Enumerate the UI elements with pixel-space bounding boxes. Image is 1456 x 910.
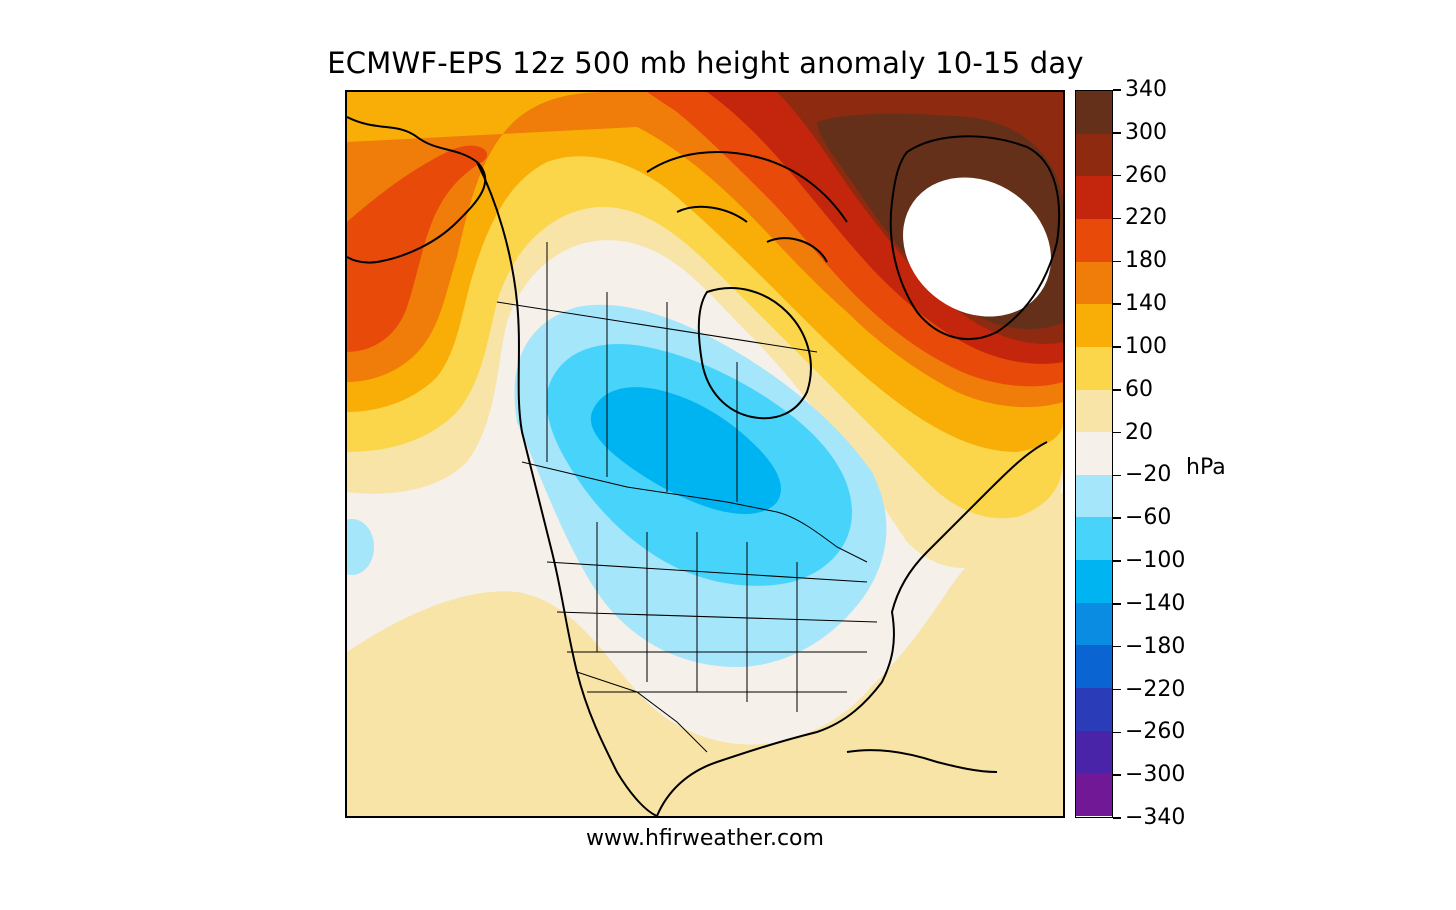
anomaly-band-neutral-gulf [647,662,887,745]
colorbar-tick-label: 20 [1125,419,1153,445]
colorbar-tick-label: −60 [1125,505,1172,531]
anomaly-band-20-60-south [347,492,1063,816]
colorbar-tick [1113,431,1121,434]
colorbar-unit: hPa [1186,455,1226,480]
colorbar-tick-label: 60 [1125,376,1153,402]
colorbar-tick-label: −100 [1125,548,1186,574]
greenland-coast [889,135,1061,341]
colorbar-tick-label: 300 [1125,119,1167,145]
colorbar-tick-label: −300 [1125,762,1186,788]
colorbar-tick [1113,303,1121,305]
anomaly-band-above-340 [903,177,1051,317]
colorbar-band [1076,688,1112,732]
colorbar-tick [1113,89,1121,91]
colorbar-band [1076,304,1112,348]
state-lines [546,522,878,712]
colorbar-tick [1113,560,1121,562]
colorbar-band [1076,560,1112,604]
pacific-coast [476,161,658,816]
arctic-islands [646,151,848,263]
colorbar-band [1076,602,1112,646]
anomaly-map-svg [347,92,1063,816]
colorbar-tick-label: 100 [1125,333,1167,359]
us-mexico-border [576,671,708,753]
colorbar-tick [1113,603,1121,605]
colorbar-band [1076,432,1112,476]
cuba [846,749,998,773]
province-lines [496,242,818,502]
us-canada-border [521,461,868,563]
coastlines [347,116,1061,816]
colorbar-tick-label: −20 [1125,462,1172,488]
colorbar-tick-label: −140 [1125,590,1186,616]
colorbar-tick-label: 140 [1125,291,1167,317]
colorbar-tick [1113,688,1121,691]
colorbar-band [1076,176,1112,220]
colorbar-band [1076,389,1112,433]
colorbar-band [1076,730,1112,774]
colorbar-tick [1113,731,1121,734]
colorbar-tick-label: −340 [1125,805,1186,830]
anomaly-band-neg-20-60-pacific [347,519,374,575]
colorbar-tick [1113,517,1121,519]
colorbar-band [1076,91,1112,135]
colorbar-tick-label: −220 [1125,676,1186,702]
colorbar-band [1076,645,1112,689]
colorbar-tick [1113,645,1121,648]
anomaly-map [345,90,1065,818]
colorbar-tick-label: −260 [1125,719,1186,745]
map-credit: www.hfirweather.com [586,826,824,851]
political-borders [496,242,878,753]
colorbar-tick [1113,817,1121,819]
colorbar-tick-label: 340 [1125,77,1167,102]
colorbar-tick-label: 260 [1125,162,1167,188]
colorbar-tick-label: 180 [1125,248,1167,274]
hudson-bay [697,287,812,420]
colorbar-tick [1113,774,1121,776]
colorbar-band [1076,474,1112,518]
colorbar-tick-label: −180 [1125,633,1186,659]
colorbar-tick [1113,389,1121,391]
colorbar-tick [1113,474,1121,477]
gulf-coast [656,441,1048,816]
colorbar-tick [1113,217,1121,220]
colorbar [1075,90,1113,818]
anomaly-band-neg-100-140 [590,387,781,514]
colorbar-band [1076,346,1112,391]
colorbar-band [1076,517,1112,561]
colorbar-tick [1113,260,1121,263]
colorbar-tick [1113,346,1121,348]
colorbar-tick [1113,132,1121,134]
colorbar-band [1076,133,1112,177]
colorbar-tick [1113,174,1121,177]
alaska-coast [347,116,487,264]
map-title: ECMWF-EPS 12z 500 mb height anomaly 10-1… [327,46,1084,80]
colorbar-band [1076,261,1112,305]
colorbar-tick-label: 220 [1125,205,1167,231]
colorbar-band [1076,773,1112,817]
colorbar-band [1076,218,1112,263]
